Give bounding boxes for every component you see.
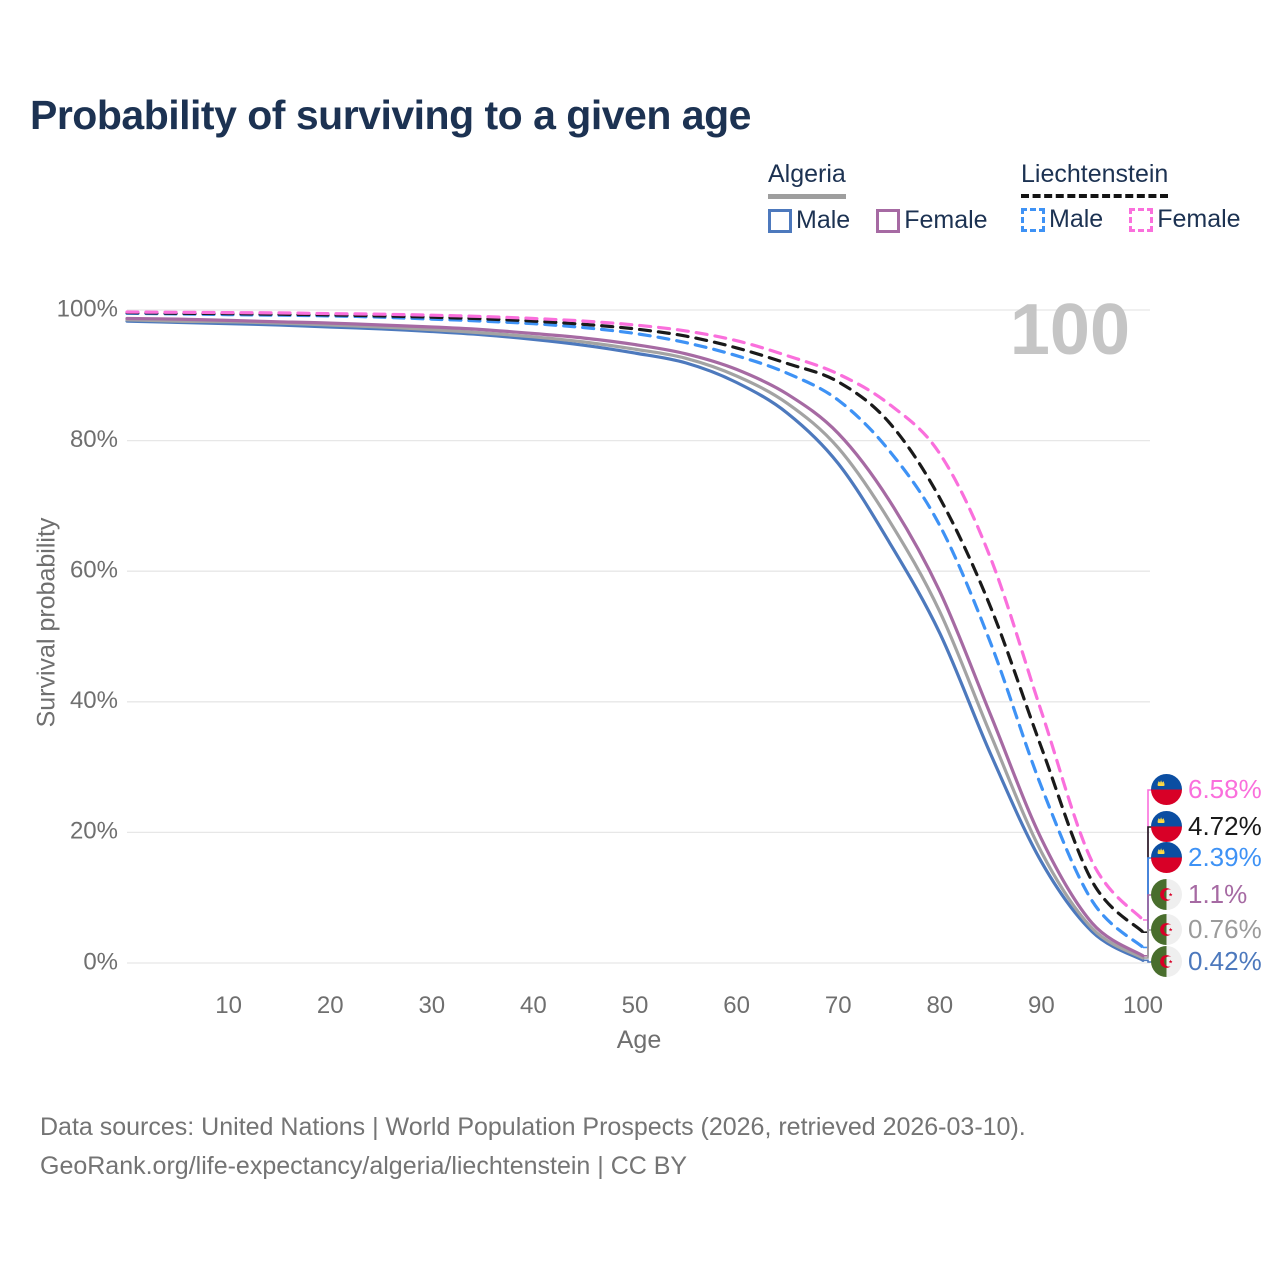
end-label-value: 0.76% — [1188, 914, 1262, 944]
legend-group-liechtenstein-title: Liechtenstein — [1021, 160, 1169, 198]
legend-item-label: Female — [904, 206, 988, 234]
x-tick-label: 80 — [926, 992, 953, 1019]
x-tick-label: 40 — [520, 992, 547, 1019]
end-label-algeria-both: 0.76% — [1151, 914, 1262, 945]
liechtenstein-female-swatch-icon — [1129, 207, 1154, 232]
end-label-value: 4.72% — [1188, 811, 1262, 841]
end-label-liechtenstein-male: 2.39% — [1151, 842, 1262, 873]
x-tick-label: 30 — [418, 992, 445, 1019]
attribution-line: GeoRank.org/life-expectancy/algeria/liec… — [40, 1151, 688, 1180]
end-label-value: 2.39% — [1188, 842, 1262, 872]
series-line-algeria-both — [125, 318, 1145, 960]
hovered-age-indicator: 100 — [1009, 290, 1130, 370]
liechtenstein-flag-icon — [1151, 811, 1182, 842]
end-label-connector — [1143, 894, 1152, 957]
x-tick-label: 90 — [1028, 992, 1055, 1019]
legend-item-algeria-male[interactable]: Male — [768, 206, 850, 235]
legend-item-liechtenstein-female[interactable]: Female — [1129, 205, 1241, 234]
end-label-algeria-female: 1.1% — [1151, 879, 1247, 910]
end-label-liechtenstein-both: 4.72% — [1151, 811, 1262, 842]
legend-group-liechtenstein: Liechtenstein Male Female — [1021, 160, 1241, 234]
algeria-female-swatch-icon — [876, 208, 901, 233]
end-label-connector — [1143, 959, 1152, 963]
end-label-liechtenstein-female: 6.58% — [1151, 774, 1262, 805]
x-tick-label: 60 — [723, 992, 750, 1019]
series-line-algeria-male — [125, 319, 1145, 962]
y-tick-label: 0% — [83, 948, 118, 975]
x-tick-label: 50 — [622, 992, 649, 1019]
end-label-connector — [1143, 929, 1152, 959]
algeria-flag-icon — [1151, 914, 1182, 945]
legend-group-algeria: Algeria Male Female — [768, 160, 988, 235]
algeria-flag-icon — [1151, 879, 1182, 910]
x-tick-label: 100 — [1123, 992, 1163, 1019]
end-label-value: 0.42% — [1188, 946, 1262, 976]
y-tick-label: 40% — [70, 687, 118, 714]
liechtenstein-flag-icon — [1151, 842, 1182, 873]
x-axis-title: Age — [616, 1026, 662, 1054]
liechtenstein-flag-icon — [1151, 774, 1182, 805]
series-line-liechtenstein-both — [125, 311, 1145, 934]
y-axis-title: Survival probability — [32, 517, 61, 728]
page-title: Probability of surviving to a given age — [30, 92, 751, 138]
end-label-algeria-male: 0.42% — [1151, 946, 1262, 977]
legend-item-algeria-female[interactable]: Female — [876, 206, 988, 235]
series-line-algeria-female — [125, 316, 1145, 958]
y-tick-label: 20% — [70, 818, 118, 845]
footer: Data sources: United Nations | World Pop… — [40, 1108, 1026, 1186]
legend: Algeria Male Female Liechtenstein Male — [0, 160, 1280, 240]
legend-item-label: Female — [1157, 205, 1241, 233]
liechtenstein-male-swatch-icon — [1021, 207, 1045, 232]
x-tick-label: 20 — [317, 992, 344, 1019]
legend-item-liechtenstein-male[interactable]: Male — [1021, 205, 1103, 234]
legend-item-label: Male — [796, 206, 851, 234]
algeria-male-swatch-icon — [768, 208, 792, 233]
legend-group-algeria-title: Algeria — [768, 160, 846, 199]
y-tick-label: 80% — [70, 426, 118, 453]
legend-item-label: Male — [1049, 205, 1104, 233]
y-tick-label: 100% — [57, 295, 118, 322]
algeria-flag-icon — [1151, 946, 1182, 977]
y-tick-label: 60% — [70, 557, 118, 584]
series-line-liechtenstein-female — [125, 310, 1145, 922]
x-tick-label: 10 — [215, 992, 242, 1019]
data-source-line: Data sources: United Nations | World Pop… — [40, 1113, 1026, 1141]
x-tick-label: 70 — [825, 992, 852, 1019]
series-line-liechtenstein-male — [125, 311, 1145, 949]
end-label-value: 1.1% — [1188, 879, 1248, 909]
end-label-value: 6.58% — [1188, 774, 1262, 804]
